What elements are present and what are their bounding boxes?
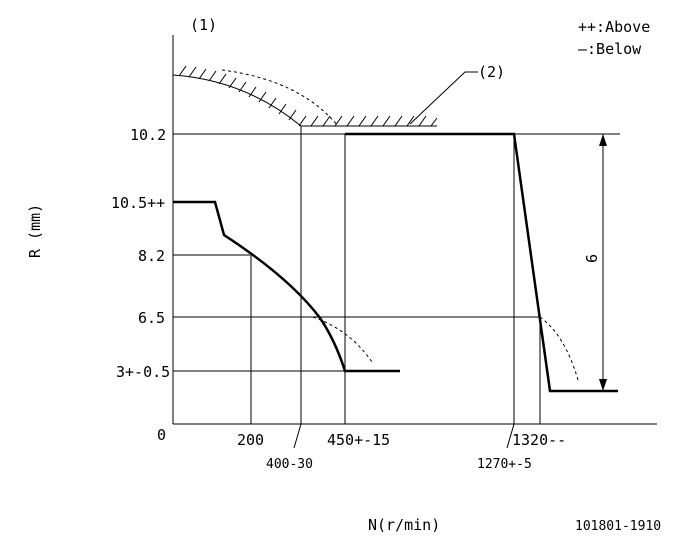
- legend-above: ++:Above: [578, 18, 650, 36]
- y-axis-title: R (mm): [26, 204, 44, 258]
- y-tick-label: 10.5++: [111, 194, 165, 212]
- dimension-arrow-bottom: [599, 379, 607, 391]
- x-tick-label: 400-30: [266, 457, 313, 472]
- leader-400: [293, 423, 302, 449]
- marker-2-leader: [409, 71, 478, 125]
- lower-dashed-curve: [312, 316, 373, 363]
- y-tick-label: 6.5: [138, 309, 165, 327]
- y-tick-label: 10.2: [130, 126, 166, 144]
- stop-curve: [172, 74, 437, 127]
- marker-2: (2): [478, 63, 505, 81]
- lower-curve: [173, 200, 400, 373]
- x-tick-label: 200: [237, 431, 264, 449]
- x-tick-label: 1270+-5: [477, 457, 532, 472]
- y-tick-label: 8.2: [138, 247, 165, 265]
- stop-hatch: [178, 65, 438, 127]
- y-tick-label: 3+-0.5: [116, 363, 170, 381]
- leader-1270: [506, 423, 515, 449]
- x-axis-title: N(r/min): [368, 516, 440, 534]
- stop-dashed-curve: [221, 69, 339, 127]
- y-tick-label: 0: [157, 426, 166, 444]
- dimension-9-label: 9: [582, 254, 600, 263]
- upper-dashed-curve: [539, 316, 579, 381]
- figure-code: 101801-1910: [575, 519, 661, 534]
- dimension-arrow-top: [599, 134, 607, 146]
- x-tick-label: 1320--: [512, 431, 566, 449]
- legend-below: —:Below: [578, 40, 642, 58]
- upper-curve: [345, 132, 618, 393]
- marker-1: (1): [190, 16, 217, 34]
- x-tick-label: 450+-15: [327, 431, 390, 449]
